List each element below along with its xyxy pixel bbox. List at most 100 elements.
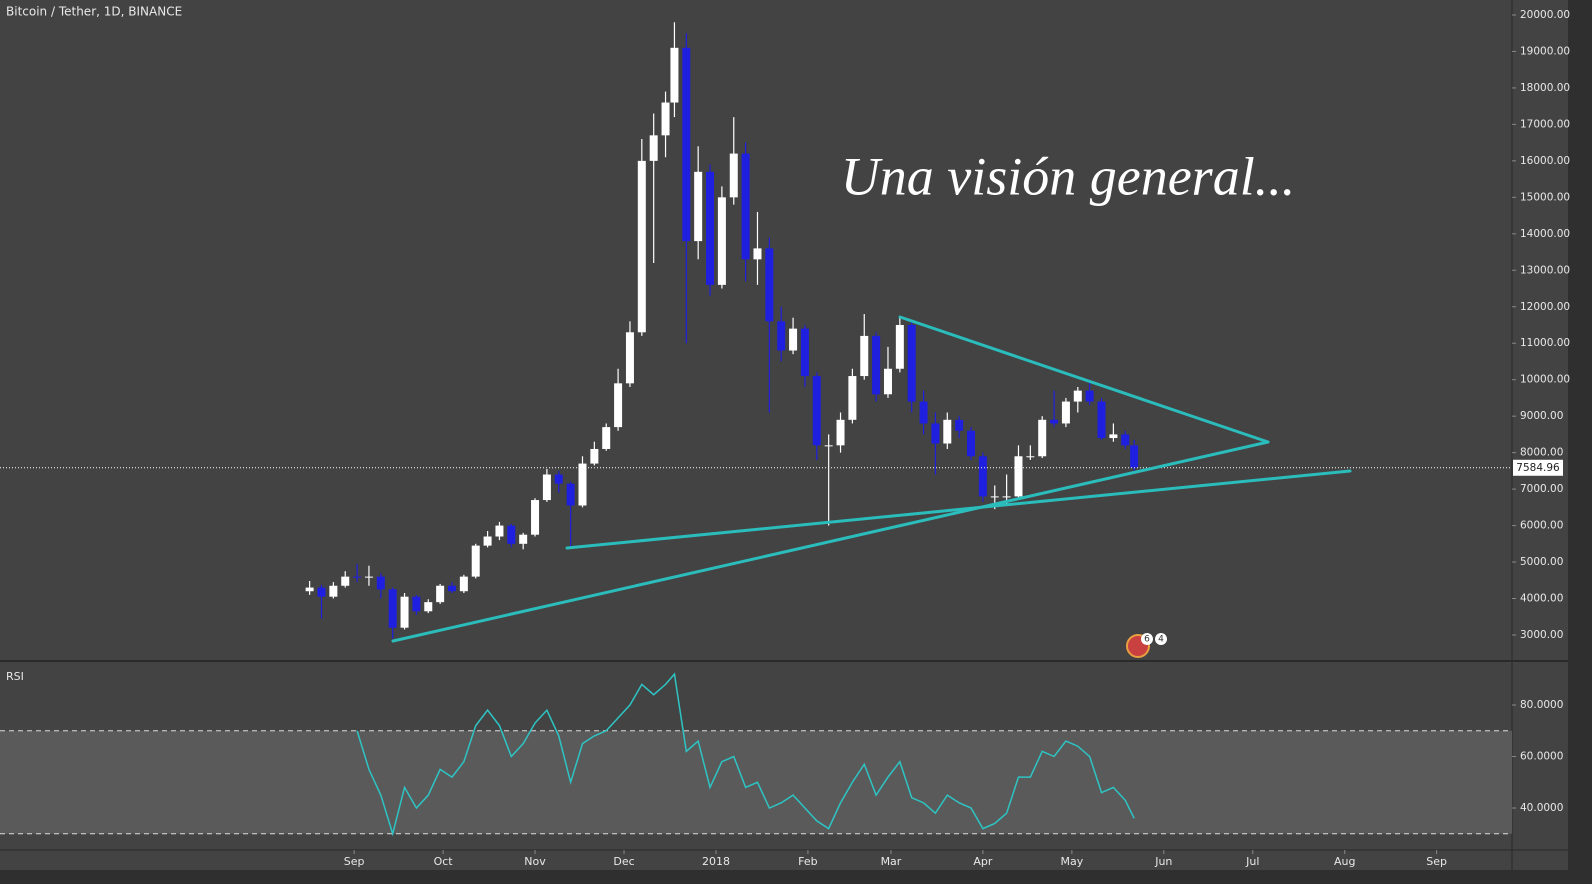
y-tick-label: 6000.00: [1520, 520, 1563, 532]
x-tick-label: Nov: [524, 855, 546, 868]
candle-body: [1061, 401, 1070, 424]
y-tick-label: 40.0000: [1520, 802, 1563, 814]
rsi-line: [356, 672, 1135, 837]
candle-body: [459, 576, 468, 592]
candle-body: [436, 585, 445, 603]
x-tick-label: Sep: [344, 855, 365, 868]
x-tick-label: Mar: [881, 855, 902, 868]
x-tick-label: Jul: [1245, 855, 1259, 868]
candle-body: [317, 587, 326, 597]
candle-body: [447, 585, 456, 592]
y-tick-label: 20000.00: [1520, 9, 1570, 21]
y-tick-label: 14000.00: [1520, 228, 1570, 240]
y-tick-label: 16000.00: [1520, 155, 1570, 167]
x-tick-label: Oct: [434, 855, 454, 868]
candle-body: [812, 376, 821, 446]
candle-body: [376, 576, 385, 590]
candle-body: [353, 576, 362, 578]
candle-body: [800, 328, 809, 377]
plot-background: [0, 0, 1568, 870]
candle-body: [919, 401, 928, 424]
candle-body: [305, 587, 314, 592]
candle-body: [883, 368, 892, 395]
candle-body: [531, 500, 540, 535]
y-tick-label: 12000.00: [1520, 301, 1570, 313]
candle-body: [625, 332, 634, 384]
candle-body: [895, 324, 904, 369]
candle-body: [777, 321, 786, 351]
candle-body: [614, 383, 623, 428]
candle-body: [471, 545, 480, 577]
candle-body: [1109, 434, 1118, 439]
trend-line: [391, 440, 1270, 643]
candle-body: [1073, 390, 1082, 402]
x-tick-label: 2018: [702, 855, 730, 868]
y-tick-label: 3000.00: [1520, 629, 1563, 641]
last-price-label: 7584.96: [1516, 462, 1560, 474]
y-tick-label: 11000.00: [1520, 337, 1570, 349]
candle-body: [860, 335, 869, 377]
y-tick-label: 15000.00: [1520, 191, 1570, 203]
candle-body: [670, 47, 679, 103]
candle-body: [1050, 419, 1059, 424]
y-tick-label: 9000.00: [1520, 410, 1563, 422]
trend-line: [565, 469, 1352, 550]
x-tick-label: Aug: [1334, 855, 1355, 868]
candle-body: [495, 525, 504, 537]
candle-body: [1026, 456, 1035, 458]
trend-lines: [391, 315, 1352, 643]
last-price-box: [1513, 459, 1563, 476]
candle-body: [542, 474, 551, 501]
candle-body: [729, 153, 738, 198]
badge-icon: [1141, 633, 1153, 645]
annotation: Una visión general...: [841, 146, 1295, 206]
candle-body: [388, 589, 397, 628]
candle-body: [329, 585, 338, 597]
candle-body: [1121, 434, 1130, 446]
candle-body: [824, 445, 833, 447]
candle-body: [1085, 390, 1094, 402]
y-tick-label: 80.0000: [1520, 699, 1563, 711]
candle-body: [943, 419, 952, 444]
badge-count: 6: [1144, 635, 1150, 645]
y-tick-label: 8000.00: [1520, 447, 1563, 459]
candle-body: [637, 160, 646, 333]
candle-body: [578, 463, 587, 506]
candle-body: [341, 576, 350, 586]
candle-body: [967, 430, 976, 457]
candle-body: [602, 427, 611, 449]
candle-body: [990, 496, 999, 498]
candle-body: [848, 376, 857, 420]
x-tick-label: Apr: [973, 855, 993, 868]
y-tick-label: 5000.00: [1520, 556, 1563, 568]
x-tick-label: Jun: [1154, 855, 1172, 868]
candle-body: [682, 47, 691, 242]
price-pane: [0, 22, 1512, 639]
candle-body: [789, 328, 798, 351]
candle-body: [955, 419, 964, 431]
candle-body: [1002, 496, 1011, 498]
badges: 6 4: [1126, 633, 1167, 658]
candle-body: [554, 474, 563, 484]
candle-body: [400, 596, 409, 628]
candle-body: [907, 324, 916, 402]
candle-body: [836, 419, 845, 446]
x-tick-label: Sep: [1426, 855, 1447, 868]
candle-body: [931, 423, 940, 444]
badge-icon: [1155, 633, 1167, 645]
y-tick-label: 4000.00: [1520, 593, 1563, 605]
candle-body: [765, 248, 774, 322]
trend-line: [898, 315, 1270, 444]
x-tick-label: Feb: [798, 855, 817, 868]
y-tick-label: 18000.00: [1520, 82, 1570, 94]
candle-body: [741, 153, 750, 260]
x-tick-label: May: [1060, 855, 1083, 868]
candle-body: [519, 534, 528, 544]
y-tick-label: 10000.00: [1520, 374, 1570, 386]
candle-body: [507, 525, 516, 544]
rsi-pane: [0, 672, 1512, 837]
candle-body: [424, 602, 433, 612]
candle-body: [717, 197, 726, 285]
